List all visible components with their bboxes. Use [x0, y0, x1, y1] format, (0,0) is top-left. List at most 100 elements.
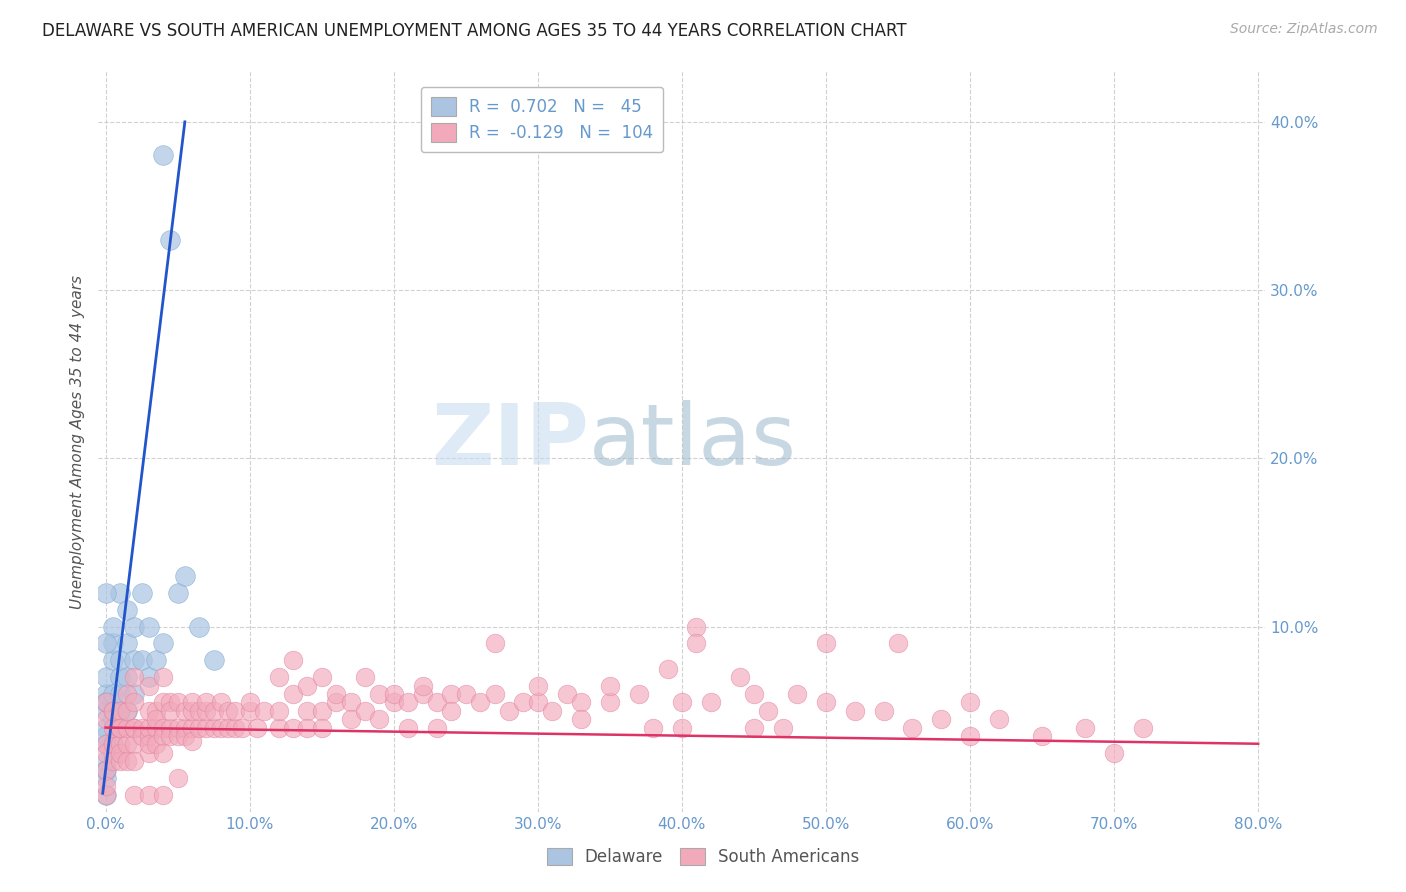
Point [1031, 729, 1053, 743]
Point [115, 721, 138, 735]
Point [94, 754, 117, 768]
Point [231, 721, 253, 735]
Point [281, 653, 304, 667]
Point [94, 780, 117, 794]
Point [440, 704, 463, 718]
Point [101, 712, 124, 726]
Point [239, 704, 262, 718]
Point [131, 586, 153, 600]
Point [1102, 746, 1125, 760]
Point [94, 687, 117, 701]
Point [217, 704, 239, 718]
Legend: R =  0.702   N =   45, R =  -0.129   N =  104: R = 0.702 N = 45, R = -0.129 N = 104 [420, 87, 664, 153]
Point [152, 746, 174, 760]
Point [339, 712, 361, 726]
Point [311, 670, 333, 684]
Point [94, 721, 117, 735]
Point [166, 586, 188, 600]
Point [188, 721, 211, 735]
Point [131, 653, 153, 667]
Point [101, 738, 124, 752]
Point [699, 695, 721, 709]
Point [512, 695, 534, 709]
Point [541, 704, 564, 718]
Point [94, 763, 117, 777]
Point [756, 704, 779, 718]
Point [145, 721, 167, 735]
Y-axis label: Unemployment Among Ages 35 to 44 years: Unemployment Among Ages 35 to 44 years [69, 275, 84, 608]
Point [311, 704, 333, 718]
Text: Source: ZipAtlas.com: Source: ZipAtlas.com [1230, 22, 1378, 37]
Point [115, 687, 138, 701]
Point [195, 704, 218, 718]
Point [108, 653, 131, 667]
Point [124, 670, 146, 684]
Point [145, 704, 167, 718]
Point [498, 704, 520, 718]
Point [470, 695, 492, 709]
Point [987, 712, 1010, 726]
Point [253, 704, 276, 718]
Point [138, 721, 160, 735]
Point [145, 712, 167, 726]
Point [101, 738, 124, 752]
Point [101, 721, 124, 735]
Point [94, 670, 117, 684]
Point [887, 636, 910, 650]
Point [339, 695, 361, 709]
Point [115, 754, 138, 768]
Point [354, 704, 377, 718]
Point [166, 771, 188, 785]
Point [138, 738, 160, 752]
Point [108, 586, 131, 600]
Point [396, 721, 419, 735]
Point [527, 695, 550, 709]
Point [94, 636, 117, 650]
Text: ZIP: ZIP [430, 400, 589, 483]
Point [159, 729, 181, 743]
Point [297, 704, 319, 718]
Point [138, 619, 160, 633]
Point [159, 704, 181, 718]
Point [281, 721, 304, 735]
Point [224, 721, 246, 735]
Point [159, 695, 181, 709]
Point [224, 704, 246, 718]
Point [202, 721, 225, 735]
Point [368, 687, 391, 701]
Point [202, 653, 225, 667]
Point [101, 619, 124, 633]
Point [872, 704, 894, 718]
Point [101, 746, 124, 760]
Point [181, 721, 204, 735]
Point [772, 721, 794, 735]
Point [209, 695, 232, 709]
Point [124, 721, 146, 735]
Point [152, 721, 174, 735]
Point [94, 586, 117, 600]
Point [671, 721, 693, 735]
Point [115, 704, 138, 718]
Point [94, 695, 117, 709]
Point [124, 788, 146, 802]
Point [217, 721, 239, 735]
Point [166, 729, 188, 743]
Point [426, 695, 449, 709]
Point [166, 695, 188, 709]
Point [138, 788, 160, 802]
Point [124, 695, 146, 709]
Point [181, 704, 204, 718]
Point [94, 746, 117, 760]
Point [569, 712, 592, 726]
Point [484, 687, 506, 701]
Point [181, 734, 204, 748]
Point [101, 687, 124, 701]
Point [281, 687, 304, 701]
Point [297, 679, 319, 693]
Point [814, 636, 837, 650]
Point [152, 636, 174, 650]
Point [209, 721, 232, 735]
Point [484, 636, 506, 650]
Point [267, 670, 290, 684]
Point [901, 721, 924, 735]
